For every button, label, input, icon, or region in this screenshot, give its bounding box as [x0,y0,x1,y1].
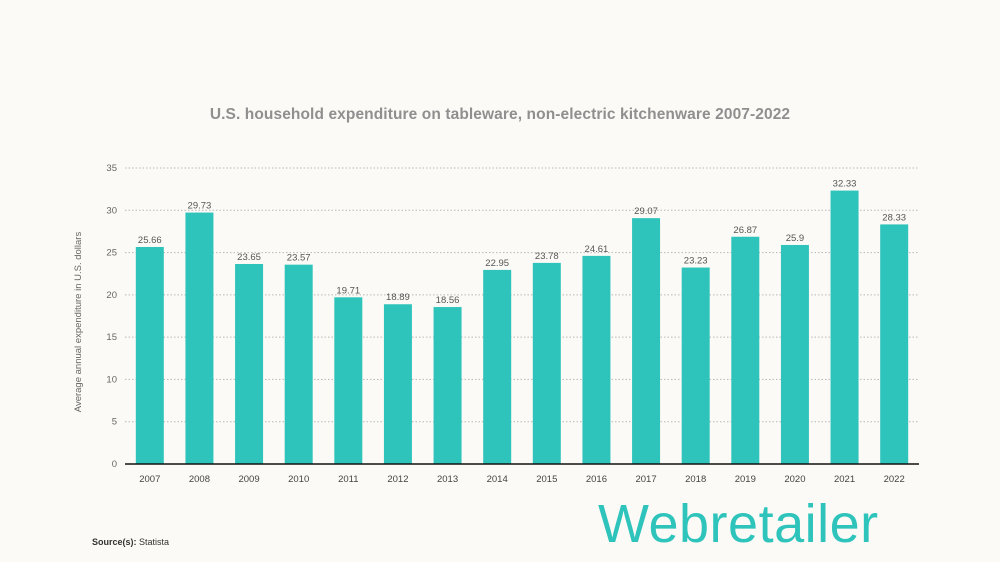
x-tick-label-2021: 2021 [834,474,855,485]
data-label-2016: 24.61 [585,244,609,255]
y-tick-label: 10 [106,374,117,385]
data-label-2013: 18.56 [436,295,460,306]
bar-2021 [830,190,859,464]
data-labels: 25.66 29.73 23.65 23.57 19.71 18.89 18.56 22.95… [138,179,906,306]
x-tick-label-2019: 2019 [735,474,756,485]
x-tick-label-2015: 2015 [536,474,557,485]
bar-2013 [433,307,462,464]
bar-2015 [532,262,561,464]
y-tick-label: 20 [106,290,117,301]
source-value: Statista [139,537,170,547]
source-label: Source(s): [92,537,137,547]
x-axis-ticks: 2007 2008 2009 2010 2011 2012 2013 2014 2015 2016… [139,474,905,485]
x-tick-label-2010: 2010 [288,474,309,485]
data-label-2021: 32.33 [833,179,857,190]
bar-2020 [780,244,809,464]
data-label-2012: 18.89 [386,292,410,303]
bar-2014 [483,269,512,464]
data-label-2015: 23.78 [535,251,559,262]
bar-2008 [185,212,214,464]
x-tick-label-2018: 2018 [685,474,706,485]
y-tick-label: 30 [106,205,117,216]
data-label-2008: 29.73 [188,201,212,212]
y-tick-label: 35 [106,163,117,174]
x-tick-label-2013: 2013 [437,474,458,485]
data-label-2014: 22.95 [485,258,509,269]
x-tick-label-2012: 2012 [387,474,408,485]
bar-2011 [334,297,363,464]
x-tick-label-2014: 2014 [487,474,508,485]
data-label-2018: 23.23 [684,256,708,267]
bar-2018 [681,267,710,464]
x-tick-label-2016: 2016 [586,474,607,485]
x-tick-label-2007: 2007 [139,474,160,485]
data-label-2009: 23.65 [237,252,261,263]
y-axis-label: Average annual expenditure in U.S. dolla… [73,232,84,413]
data-label-2020: 25.9 [786,233,805,244]
data-label-2011: 19.71 [336,285,360,296]
y-tick-label: 0 [112,459,117,470]
webretailer-logo: Webretailer [598,494,879,554]
x-tick-label-2008: 2008 [189,474,210,485]
x-tick-label-2017: 2017 [635,474,656,485]
bar-2007 [135,246,164,464]
x-tick-label-2011: 2011 [338,474,358,485]
y-tick-label: 15 [106,332,117,343]
data-label-2010: 23.57 [287,253,311,264]
x-tick-label-2022: 2022 [884,474,905,485]
data-label-2007: 25.66 [138,235,162,246]
x-tick-label-2009: 2009 [238,474,259,485]
y-axis-ticks: 0 5 10 15 20 25 30 35 [106,163,117,470]
source-line: Source(s): Statista [92,537,169,547]
x-tick-label-2020: 2020 [784,474,805,485]
data-label-2022: 28.33 [882,212,906,223]
chart-title: U.S. household expenditure on tableware,… [209,106,791,123]
bar-2022 [880,224,909,464]
data-label-2019: 26.87 [733,225,757,236]
data-label-2017: 29.07 [634,206,658,217]
bar-2017 [632,218,661,464]
bar-2019 [731,236,760,464]
bars [135,190,909,464]
bar-2010 [284,264,313,464]
bar-2016 [582,255,611,464]
bar-2012 [383,304,412,464]
y-tick-label: 5 [112,417,117,428]
bar-2009 [235,263,264,464]
y-tick-label: 25 [106,248,117,259]
